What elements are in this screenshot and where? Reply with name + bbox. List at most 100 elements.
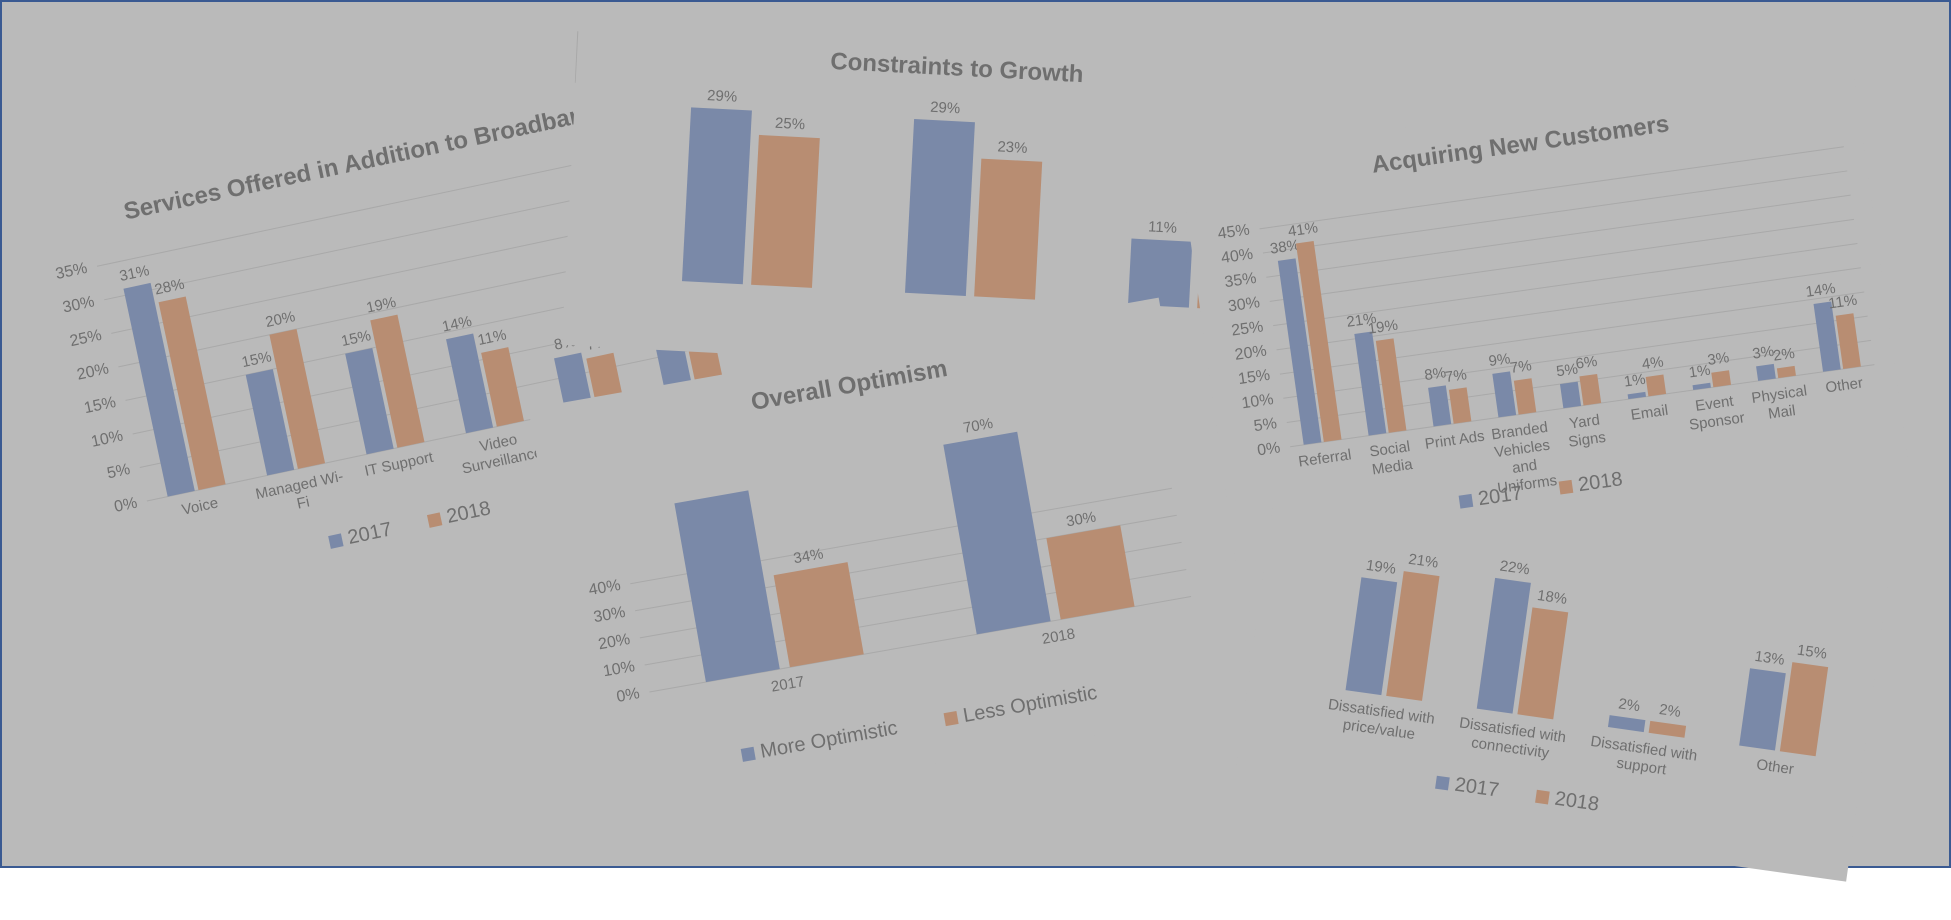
x-tick-label-box: Physical Mail [1750, 382, 1808, 422]
x-tick-label-box: Event Sponsor [1688, 393, 1746, 434]
data-label: 2% [1617, 695, 1641, 715]
legend-swatch [328, 533, 344, 549]
data-label: 15% [1796, 642, 1828, 663]
y-tick-label: 40% [1220, 246, 1254, 267]
data-label: 19% [365, 294, 398, 317]
grid-line [1269, 218, 1855, 302]
data-label: 15% [240, 348, 273, 371]
chart-background [528, 297, 1232, 823]
data-label: 4% [1641, 353, 1665, 373]
grid-line [139, 340, 737, 468]
legend-swatch [943, 711, 959, 727]
legend-swatch [426, 512, 443, 528]
grid-line [1286, 339, 1872, 423]
y-tick-label: 20% [75, 360, 110, 383]
data-label: 14% [1805, 280, 1837, 301]
data-label: 1% [1623, 371, 1647, 391]
data-label: 1% [1688, 362, 1712, 382]
data-label: 70% [962, 415, 995, 437]
bar [554, 352, 593, 413]
chart: Overall Optimism0%10%20%30%40%201734%201… [528, 297, 1232, 823]
bar [1579, 373, 1602, 406]
y-tick-label: 0% [615, 685, 641, 706]
y-tick-label: 35% [54, 260, 89, 283]
data-label: 31% [118, 262, 151, 285]
bar [1046, 525, 1135, 620]
bar [1295, 240, 1342, 442]
data-label: 11% [476, 326, 508, 349]
y-tick-label: 25% [1230, 318, 1264, 339]
y-tick-label: 10% [90, 427, 125, 450]
data-label: 18% [1536, 587, 1568, 608]
data-label: 19% [1365, 557, 1397, 578]
y-tick-label: 20% [1234, 343, 1268, 364]
bar [1517, 607, 1569, 720]
grid-line [1259, 146, 1844, 230]
bar [1513, 378, 1537, 415]
bar [1607, 715, 1646, 733]
bar [370, 314, 425, 448]
legend-swatch [1458, 493, 1474, 509]
y-tick-label: 15% [83, 394, 118, 417]
bar [1627, 391, 1646, 400]
bar [1756, 363, 1776, 381]
x-tick-label-box: Email [1630, 402, 1670, 424]
y-tick-label: 5% [106, 461, 132, 482]
bar [1428, 385, 1452, 427]
y-tick-label: 15% [1237, 367, 1271, 388]
bar [1776, 365, 1796, 379]
data-label: 41% [1287, 219, 1319, 240]
bar [586, 352, 624, 406]
data-label: 2% [1772, 345, 1796, 365]
bar [1128, 238, 1193, 308]
bar [1559, 381, 1582, 409]
legend-swatch [1535, 789, 1550, 805]
grid-line [1273, 243, 1858, 327]
x-tick-label: Social Media [1368, 438, 1414, 479]
x-tick-label-box: Social Media [1368, 438, 1414, 479]
bar [446, 333, 494, 434]
bar [1492, 371, 1517, 418]
data-label: 23% [997, 138, 1028, 157]
y-tick-label: 30% [592, 604, 626, 626]
data-label: 15% [340, 327, 373, 350]
bar [1779, 662, 1829, 757]
bar [1375, 338, 1407, 433]
data-label: 34% [792, 545, 825, 567]
chart: Acquiring New Customers0%5%10%15%20%25%3… [1179, 64, 1911, 576]
bar [1813, 301, 1841, 372]
bar [1711, 370, 1732, 388]
y-tick-label: 25% [68, 327, 103, 350]
legend-swatch [740, 746, 756, 762]
bar [1476, 577, 1531, 714]
bar [269, 329, 326, 469]
data-label: 8% [1423, 364, 1447, 384]
data-label: 13% [1754, 648, 1786, 669]
bar [1448, 387, 1472, 424]
y-tick-label: 20% [597, 631, 631, 653]
bar [1645, 374, 1667, 397]
data-label: 7% [1509, 357, 1533, 377]
data-label: 28% [153, 276, 186, 299]
bar [1277, 258, 1322, 445]
bar [943, 431, 1051, 635]
y-tick-label: 0% [1256, 439, 1281, 459]
bar [345, 347, 394, 455]
bar [123, 282, 195, 497]
data-label: 11% [1148, 218, 1178, 236]
data-label: 7% [1444, 366, 1468, 386]
data-label: 6% [1575, 353, 1599, 373]
data-label: 3% [1706, 349, 1730, 369]
data-label: 21% [1345, 310, 1377, 331]
data-label: 25% [775, 115, 806, 134]
bar [1648, 720, 1687, 738]
chart-background [1232, 498, 1888, 882]
grid-line [1283, 315, 1868, 399]
bar [773, 562, 864, 668]
data-label: 29% [930, 99, 961, 118]
bar [1692, 382, 1711, 391]
data-label: 29% [707, 87, 738, 106]
bar [1739, 668, 1786, 751]
legend-swatch [1435, 775, 1450, 791]
